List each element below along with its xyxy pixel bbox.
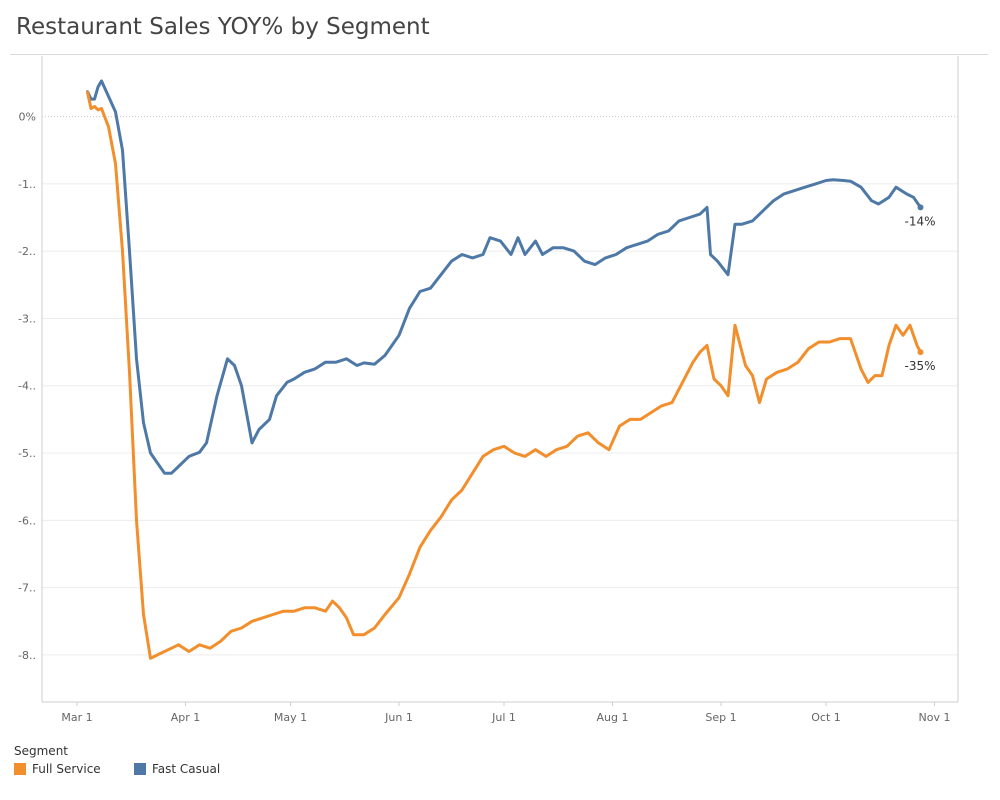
y-tick-label: -7.. [18,582,36,595]
y-tick-label: -2.. [18,245,36,258]
chart-title: Restaurant Sales YOY% by Segment [16,14,430,40]
axes [41,56,959,703]
gridlines [42,116,958,656]
legend-title: Segment [14,744,68,758]
series-line-full-service[interactable] [86,90,922,660]
x-tick-label: Aug 1 [597,711,629,724]
end-label-full-service: -35% [905,359,936,373]
x-tick-label: Jun 1 [384,711,413,724]
x-tick-label: Mar 1 [61,711,92,724]
end-label-fast-casual: -14% [905,214,936,228]
x-tick-label: Oct 1 [811,711,841,724]
x-tick-label: Sep 1 [705,711,736,724]
y-tick-label: -4.. [18,380,36,393]
title-divider [10,54,988,55]
series-lines [86,79,924,660]
legend-swatch-full-service [14,763,26,775]
end-labels: -14% -35% [905,214,936,373]
y-tick-label: -5.. [18,447,36,460]
y-axis-ticks: 0% -1.. -2.. -3.. -4.. -5.. -6.. -7.. -8.. [18,111,36,662]
y-tick-label: -6.. [18,514,36,527]
legend-label-fast-casual: Fast Casual [152,762,221,776]
legend-item-fast-casual[interactable]: Fast Casual [134,762,220,776]
legend-swatch-fast-casual [134,763,146,775]
y-tick-label: 0% [19,111,36,124]
series-line-fast-casual[interactable] [86,79,922,475]
y-tick-label: -1.. [18,178,36,191]
x-tick-label: Jul 1 [491,711,516,724]
x-tick-label: Nov 1 [919,711,951,724]
legend-item-full-service[interactable]: Full Service [14,762,101,776]
end-point-fast-casual[interactable] [917,204,924,211]
x-axis-ticks: Mar 1 Apr 1 May 1 Jun 1 Jul 1 Aug 1 Sep 1 Oct 1… [61,702,950,724]
y-tick-label: -8.. [18,649,36,662]
x-tick-label: May 1 [274,711,307,724]
end-point-full-service[interactable] [917,349,924,356]
x-tick-label: Apr 1 [171,711,201,724]
legend-label-full-service: Full Service [32,762,101,776]
line-chart: 0% -1.. -2.. -3.. -4.. -5.. -6.. -7.. -8.. Mar 1… [18,56,959,724]
y-tick-label: -3.. [18,312,36,325]
